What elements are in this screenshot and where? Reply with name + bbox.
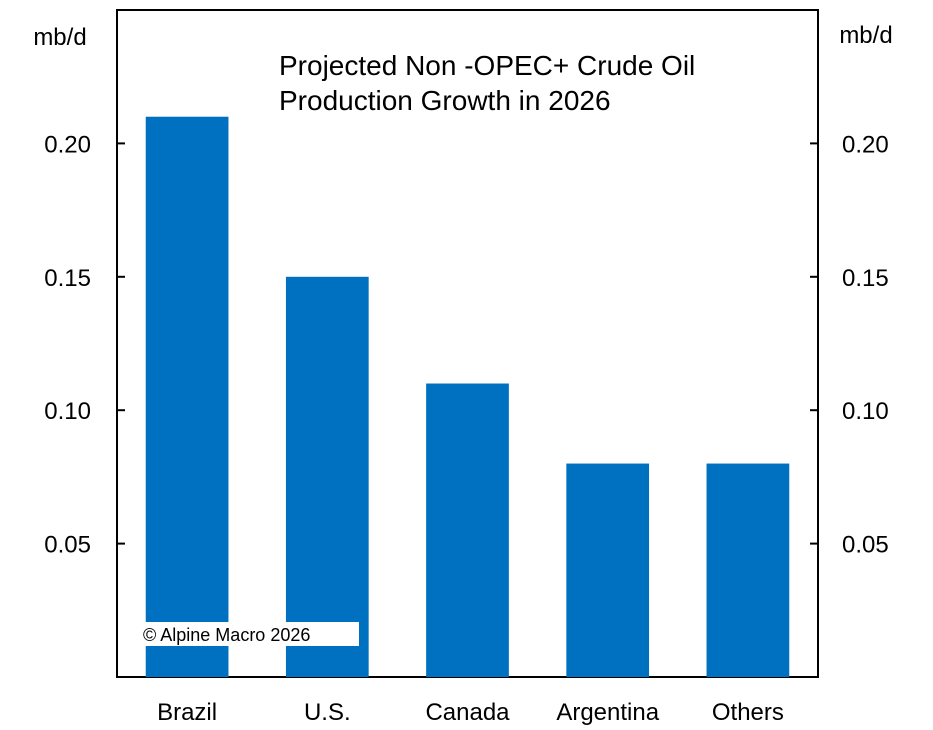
y-tick-label-right: 0.10: [842, 398, 889, 425]
x-tick-label: Argentina: [556, 699, 659, 726]
bar-u-s: [285, 276, 369, 677]
x-tick-label: Brazil: [157, 699, 217, 726]
x-labels-group: Brazil U.S. Canada Argentina Others: [157, 699, 784, 726]
bar-canada: [426, 383, 509, 677]
y-tick-label-left: 0.20: [44, 131, 91, 158]
chart-title-line-2: Production Growth in 2026: [279, 85, 611, 116]
chart-title-line-1: Projected Non -OPEC+ Crude Oil: [279, 50, 695, 81]
y-tick-label-left: 0.05: [44, 532, 91, 559]
x-tick-label: Canada: [425, 699, 510, 726]
y-tick-label-left: 0.15: [44, 265, 91, 292]
copyright-background: [141, 622, 359, 646]
y-tick-label-right: 0.05: [842, 532, 889, 559]
bar-brazil: [145, 116, 229, 678]
bar-others: [706, 463, 790, 677]
y-axis-label-left: mb/d: [33, 24, 86, 51]
y-tick-label-right: 0.15: [842, 265, 889, 292]
x-tick-label: Others: [712, 699, 784, 726]
y-axis-label-right: mb/d: [839, 22, 892, 49]
y-tick-label-left: 0.10: [44, 398, 91, 425]
bar-argentina: [566, 463, 650, 677]
y-ticks-group: 0.05 0.05 0.10 0.10 0.15 0.15 0.20 0.20: [44, 131, 888, 558]
x-tick-label: U.S.: [304, 699, 351, 726]
y-tick-label-right: 0.20: [842, 131, 889, 158]
copyright-note: © Alpine Macro 2026: [143, 625, 310, 645]
bars-group: [145, 116, 790, 678]
